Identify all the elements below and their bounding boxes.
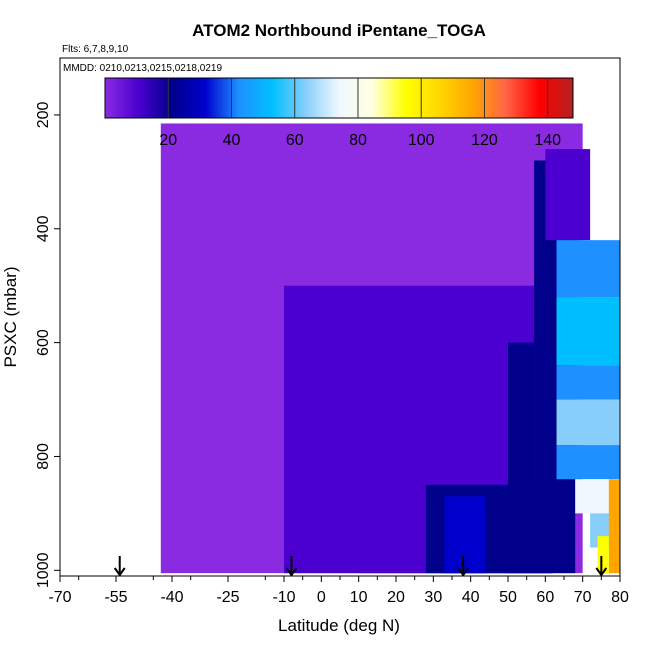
x-tick-label--40: -40 [160, 589, 183, 606]
y-axis-label: PSXC (mbar) [1, 266, 20, 367]
flight-arrow-1 [285, 556, 298, 577]
y-tick-label-400: 400 [35, 215, 52, 242]
colorbar: 20 40 60 80 100 120 140 [104, 77, 574, 149]
x-tick-label--25: -25 [216, 589, 239, 606]
x-tick-label-60: 60 [536, 589, 554, 606]
axes: -70 -55 -40 -25 -10 0 10 20 30 40 50 60 70 80 200 400 60… [35, 101, 629, 606]
chart-title: ATOM2 Northbound iPentane_TOGA [192, 21, 486, 40]
colorbar-tick-120: 120 [471, 132, 498, 149]
y-tick-label-200: 200 [35, 101, 52, 128]
x-tick-label--10: -10 [272, 589, 295, 606]
x-tick-label-20: 20 [387, 589, 405, 606]
colorbar-tick-80: 80 [349, 132, 367, 149]
x-tick-label-80: 80 [611, 589, 629, 606]
x-tick-label-70: 70 [574, 589, 592, 606]
colorbar-tick-40: 40 [223, 132, 241, 149]
plot-area [113, 123, 620, 577]
x-tick-label--55: -55 [104, 589, 127, 606]
flight-arrow-0 [113, 556, 126, 577]
colorbar-tick-100: 100 [408, 132, 435, 149]
x-tick-label--70: -70 [48, 589, 71, 606]
colorbar-tick-140: 140 [534, 132, 561, 149]
heatmap-cell-4 [444, 496, 486, 574]
x-tick-label-10: 10 [350, 589, 368, 606]
plot-frame [59, 57, 621, 577]
y-tick-label-1000: 1000 [35, 552, 52, 588]
y-tick-label-800: 800 [35, 443, 52, 470]
x-axis-label: Latitude (deg N) [278, 616, 400, 635]
colorbar-gradient [104, 77, 574, 119]
dates-note: MMDD: 0210,0213,0215,0218,0219 [63, 63, 222, 74]
heatmap-cell-9 [556, 297, 620, 366]
x-tick-label-0: 0 [317, 589, 326, 606]
heatmap-cell-11 [556, 399, 620, 446]
heatmap-cell-8 [556, 240, 620, 298]
x-tick-label-50: 50 [499, 589, 517, 606]
x-tick-label-30: 30 [424, 589, 442, 606]
x-tick-label-40: 40 [462, 589, 480, 606]
heatmap-cell-10 [556, 365, 620, 400]
colorbar-tick-20: 20 [159, 132, 177, 149]
heatmap-cell-16 [597, 536, 609, 574]
y-tick-label-600: 600 [35, 329, 52, 356]
flights-note: Flts: 6,7,8,9,10 [62, 44, 129, 55]
heatmap-cell-12 [556, 445, 620, 480]
heatmap-cell-7 [545, 149, 591, 241]
flight-arrow-3 [595, 556, 608, 577]
flight-arrow-2 [457, 556, 470, 577]
heatmap-cell-15 [608, 479, 620, 574]
colorbar-tick-60: 60 [286, 132, 304, 149]
heatmap-cell-5 [508, 342, 535, 574]
